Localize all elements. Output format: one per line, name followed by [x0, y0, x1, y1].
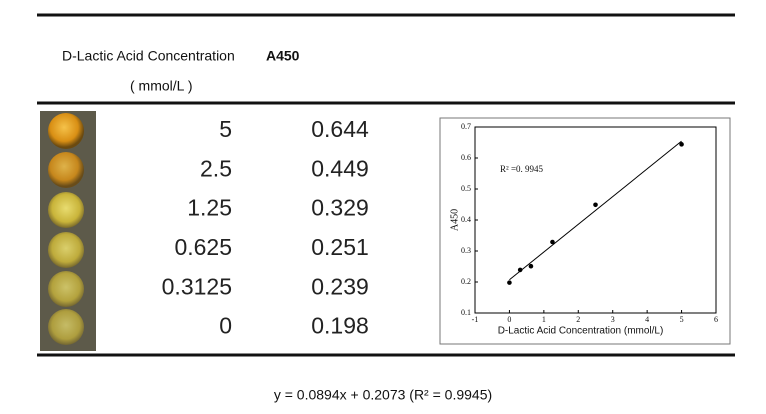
y-tick-label: 0.3 — [461, 246, 471, 255]
absorbance-cell: 0.251 — [311, 234, 369, 260]
absorbance-cell: 0.449 — [311, 155, 369, 181]
concentration-cell: 2.5 — [200, 155, 232, 181]
point — [593, 202, 598, 208]
point — [550, 239, 555, 245]
header-concentration: D-Lactic Acid Concentration — [62, 48, 235, 64]
y-tick-label: 0.2 — [461, 277, 471, 286]
absorbance-cell: 0.329 — [311, 195, 369, 221]
x-tick-label: 2 — [576, 315, 580, 324]
well-photo — [40, 111, 96, 351]
equation: y = 0.0894x + 0.2073 (R² = 0.9945) — [274, 387, 492, 403]
x-tick-label: 1 — [542, 315, 546, 324]
chart-frame — [439, 117, 731, 345]
header-absorbance: A450 — [266, 48, 300, 64]
x-tick-label: -1 — [472, 315, 479, 324]
concentration-cell: 5 — [219, 116, 232, 142]
x-tick-label: 4 — [645, 315, 649, 324]
y-tick-label: 0.7 — [461, 122, 471, 131]
absorbance-cell: 0.239 — [311, 273, 369, 299]
absorbance-cell: 0.644 — [311, 116, 369, 142]
x-axis-label: D-Lactic Acid Concentration (mmol/L) — [498, 326, 664, 337]
y-tick-label: 0.4 — [461, 215, 471, 224]
y-tick-label: 0.5 — [461, 184, 471, 193]
point — [528, 263, 534, 269]
x-tick-label: 5 — [680, 315, 684, 324]
point — [679, 142, 684, 147]
concentration-cell: 0.625 — [174, 234, 232, 260]
y-tick-label: 0.6 — [461, 153, 471, 162]
x-tick-label: 0 — [507, 315, 511, 324]
x-tick-label: 6 — [714, 315, 718, 324]
x-tick-label: 3 — [611, 315, 615, 324]
header-unit: ( mmol/L ) — [130, 78, 192, 94]
trendline — [509, 140, 682, 281]
plot-area — [474, 126, 717, 314]
y-tick-label: 0.1 — [461, 308, 471, 317]
concentration-cell: 1.25 — [187, 195, 232, 221]
point — [517, 267, 523, 273]
absorbance-cell: 0.198 — [311, 313, 369, 339]
concentration-cell: 0.3125 — [162, 273, 232, 299]
concentration-cell: 0 — [219, 313, 232, 339]
y-axis-label: A450 — [449, 209, 460, 231]
point — [507, 280, 512, 285]
annotation: R² =0. 9945 — [500, 164, 544, 174]
